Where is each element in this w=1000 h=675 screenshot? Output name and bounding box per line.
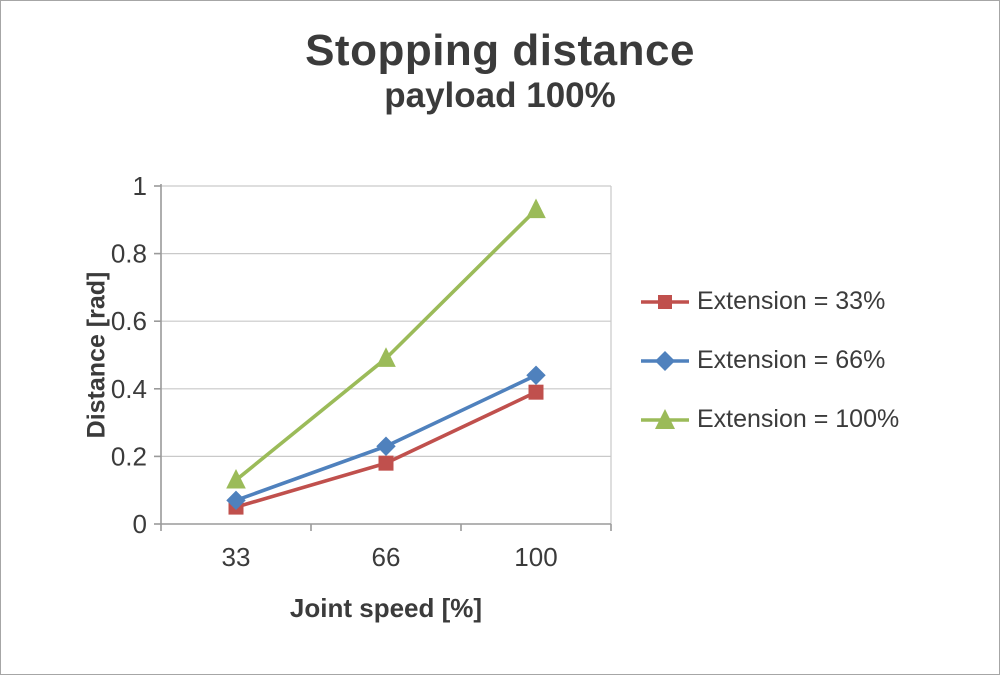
series-diamond-marker — [526, 365, 546, 385]
legend-item-label: Extension = 100% — [697, 405, 900, 433]
series-diamond-marker — [376, 436, 396, 456]
x-tick-label: 100 — [514, 542, 557, 572]
legend-key-triangle-icon — [641, 408, 689, 429]
legend-key-square-icon — [641, 294, 689, 309]
legend: Extension = 33% Extension = 66% Extension … — [639, 287, 899, 434]
x-tick-label: 33 — [222, 542, 251, 572]
y-tick-label: 0.8 — [111, 239, 147, 269]
y-tick-label: 0.4 — [111, 374, 147, 404]
y-tick-label: 0 — [133, 509, 147, 539]
legend-item: Extension = 100% — [639, 405, 899, 434]
legend-item-label: Extension = 33% — [697, 287, 886, 315]
y-tick-label: 0.6 — [111, 306, 147, 336]
series-triangle-marker — [376, 347, 396, 367]
legend-item: Extension = 66% — [639, 346, 899, 375]
x-tick-label: 66 — [372, 542, 401, 572]
y-tick-label: 1 — [133, 171, 147, 201]
legend-item-label: Extension = 66% — [697, 346, 886, 374]
series-triangle-marker — [526, 198, 546, 219]
series-triangle-marker — [226, 468, 246, 489]
series-square-marker — [528, 384, 544, 400]
x-axis-title: Joint speed [%] — [289, 593, 483, 623]
y-tick-label: 0.2 — [111, 441, 147, 471]
y-axis-title: Distance [rad] — [82, 271, 111, 439]
series-diamond-marker — [226, 490, 246, 511]
legend-key-diamond-icon — [641, 350, 689, 371]
legend-item: Extension = 33% — [639, 287, 899, 316]
series-square-marker — [378, 455, 394, 471]
